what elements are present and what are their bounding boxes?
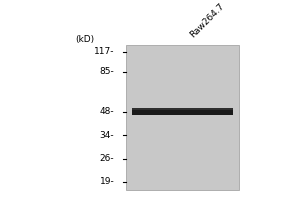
Text: 48-: 48- [100, 107, 114, 116]
Bar [132, 108, 233, 115]
Text: 19-: 19- [100, 177, 114, 186]
Text: 117-: 117- [94, 47, 114, 56]
Bar [132, 108, 233, 110]
Text: 85-: 85- [100, 67, 114, 76]
Text: (kD): (kD) [76, 35, 95, 44]
Text: 34-: 34- [100, 131, 114, 140]
Text: Raw264.7: Raw264.7 [189, 2, 226, 40]
Bar [126, 45, 239, 190]
Text: 26-: 26- [100, 154, 114, 163]
